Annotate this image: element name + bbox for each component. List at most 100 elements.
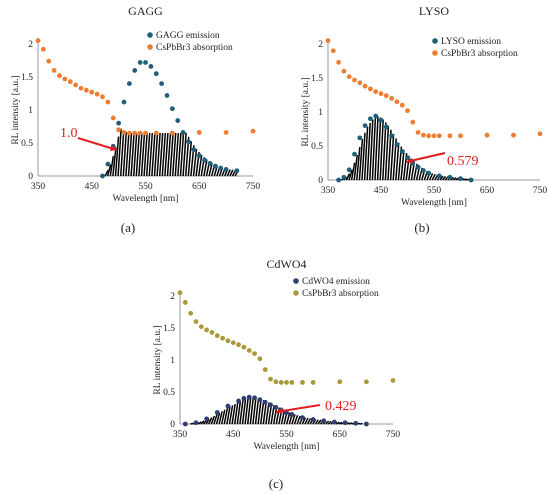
data-point bbox=[105, 161, 111, 167]
overlap-stripe bbox=[335, 421, 340, 425]
data-point bbox=[341, 68, 347, 74]
data-point bbox=[289, 412, 295, 417]
y-tick-label: 0 bbox=[318, 176, 323, 186]
overlap-stripe bbox=[463, 178, 467, 181]
x-tick-label: 750 bbox=[533, 186, 548, 196]
y-axis-label: RL intensity [a.u.] bbox=[301, 77, 311, 146]
y-tick-label: 1 bbox=[170, 356, 175, 366]
data-point bbox=[383, 93, 389, 99]
data-point bbox=[410, 119, 416, 125]
data-point bbox=[241, 396, 247, 401]
overlap-stripe bbox=[291, 414, 296, 425]
data-point bbox=[180, 130, 186, 135]
data-point bbox=[196, 130, 202, 135]
data-point bbox=[110, 115, 116, 121]
overlap-stripe bbox=[296, 415, 301, 425]
data-point bbox=[116, 120, 122, 126]
legend-marker bbox=[432, 38, 438, 44]
data-point bbox=[426, 170, 432, 176]
data-point bbox=[262, 399, 268, 405]
y-axis-label: RL intensity [a.u.] bbox=[153, 325, 163, 394]
overlap-stripe bbox=[452, 177, 457, 181]
data-point bbox=[137, 130, 143, 136]
annotation-arrow bbox=[405, 152, 446, 163]
overlap-stripe bbox=[122, 132, 128, 177]
data-point bbox=[116, 127, 122, 133]
legend-label: CsPbBr3 absorption bbox=[302, 289, 379, 299]
data-point bbox=[175, 118, 181, 123]
chart-panel-cdwo4: CdWO4 350 450 550 650 750 0 0.5 1 1.5 2 Wavelength … bbox=[153, 257, 400, 491]
data-point bbox=[458, 176, 463, 182]
data-point bbox=[177, 290, 183, 296]
x-tick-label: 550 bbox=[427, 186, 442, 196]
overlap-stripe bbox=[345, 173, 351, 181]
data-point bbox=[218, 165, 224, 171]
data-point bbox=[352, 77, 357, 83]
overlap-stripe bbox=[239, 400, 244, 425]
data-point bbox=[191, 147, 197, 153]
overlap-stripe bbox=[164, 133, 169, 177]
data-point bbox=[132, 68, 138, 73]
data-point bbox=[389, 133, 394, 139]
overlap-stripe bbox=[109, 155, 115, 177]
overlap-stripe bbox=[213, 414, 218, 425]
data-point bbox=[362, 123, 368, 128]
overlap-stripe bbox=[174, 132, 180, 177]
overlap-stripe bbox=[244, 398, 249, 425]
overlap-stripe bbox=[353, 154, 358, 181]
data-point bbox=[78, 85, 84, 91]
data-point bbox=[468, 177, 474, 183]
data-point bbox=[148, 64, 154, 69]
x-tick-label: 350 bbox=[173, 430, 188, 440]
overlap-stripe bbox=[228, 405, 234, 425]
overlap-stripe bbox=[166, 133, 172, 177]
data-point bbox=[352, 151, 357, 157]
y-tick-label: 0 bbox=[170, 420, 175, 430]
series-absorption bbox=[35, 38, 256, 136]
x-tick-label: 350 bbox=[31, 182, 46, 192]
data-point bbox=[330, 48, 336, 54]
data-point bbox=[300, 380, 305, 385]
data-point bbox=[121, 99, 127, 105]
legend-label: CsPbBr3 absorption bbox=[156, 43, 233, 53]
overlap-region bbox=[340, 116, 470, 181]
overlap-stripe bbox=[112, 147, 117, 177]
data-point bbox=[164, 93, 170, 98]
data-point bbox=[278, 380, 284, 385]
data-point bbox=[212, 163, 218, 169]
x-axis-label: Wavelength [nm] bbox=[254, 442, 320, 452]
overlap-stripe bbox=[293, 414, 299, 425]
data-point bbox=[196, 153, 202, 158]
data-point bbox=[234, 168, 240, 174]
x-tick-label: 650 bbox=[192, 182, 207, 192]
data-point bbox=[511, 132, 516, 138]
data-point bbox=[241, 344, 247, 350]
overlap-stripe bbox=[119, 130, 125, 177]
data-point bbox=[204, 327, 210, 333]
data-point bbox=[421, 168, 426, 173]
data-point bbox=[399, 149, 405, 154]
data-point bbox=[62, 76, 68, 82]
overlap-stripe bbox=[387, 129, 392, 181]
overlap-stripe bbox=[210, 415, 216, 425]
data-point bbox=[257, 356, 263, 362]
overlap-stripe bbox=[125, 132, 130, 177]
overlap-stripe bbox=[254, 398, 260, 425]
overlap-stripe bbox=[280, 409, 286, 425]
data-point bbox=[57, 73, 62, 79]
overlap-stripe bbox=[215, 412, 221, 425]
data-point bbox=[198, 324, 204, 330]
data-point bbox=[169, 130, 175, 136]
overlap-stripe bbox=[348, 422, 353, 425]
overlap-stripe bbox=[252, 397, 257, 425]
overlap-stripe bbox=[246, 397, 252, 425]
data-point bbox=[394, 142, 400, 148]
legend-marker bbox=[432, 50, 438, 56]
data-point bbox=[223, 167, 229, 172]
data-point bbox=[225, 338, 231, 344]
data-point bbox=[342, 420, 348, 426]
data-point bbox=[537, 131, 543, 137]
overlap-stripe bbox=[143, 133, 148, 177]
data-point bbox=[346, 74, 352, 80]
x-axis-label: Wavelength [nm] bbox=[401, 198, 467, 208]
